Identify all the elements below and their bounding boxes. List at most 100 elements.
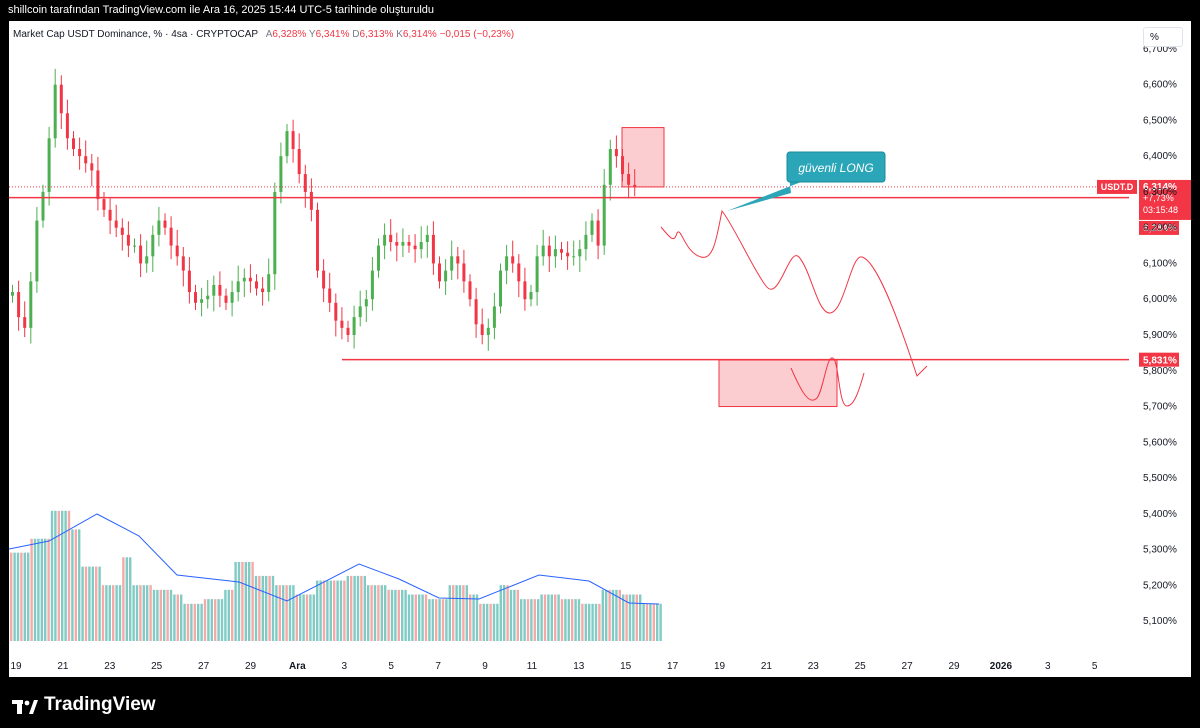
candle-body: [486, 327, 490, 335]
tradingview-logo-icon: [12, 698, 38, 714]
volume-bar: [105, 585, 108, 641]
candle-body: [200, 299, 204, 303]
support-tag-value: 5,831%: [1143, 356, 1177, 367]
volume-bar: [513, 589, 516, 641]
volume-bar: [577, 599, 581, 641]
volume-bar: [516, 589, 519, 641]
volume-bar: [472, 594, 475, 641]
time-tick-label: 17: [667, 661, 679, 672]
volume-bar: [431, 599, 434, 641]
volume-bar: [13, 552, 16, 641]
candle-body: [517, 263, 521, 282]
price-axis: 6,700% 6,600% 6,500% 6,400% 6,300% 6,200% 6,10…: [1143, 44, 1177, 627]
volume-bar: [540, 594, 543, 641]
volume-bar: [401, 589, 404, 641]
volume-bar: [441, 599, 445, 641]
candle-body: [340, 320, 344, 328]
tradingview-logo[interactable]: TradingView: [12, 694, 156, 716]
volume-bar: [10, 552, 13, 641]
volume-bar: [533, 599, 536, 641]
candle-body: [413, 245, 417, 250]
candle-body: [11, 292, 14, 296]
resistance-zone-box: [621, 127, 665, 188]
candle-body: [181, 256, 185, 271]
candle-body: [401, 242, 405, 246]
price-tick-label: 5,400%: [1143, 509, 1177, 520]
candle-body: [145, 256, 149, 264]
volume-bar: [574, 599, 577, 641]
candle-body: [627, 174, 631, 185]
volume-bar: [526, 599, 530, 641]
volume-bar: [176, 594, 179, 641]
volume-bar: [360, 575, 363, 641]
volume-bar: [380, 585, 383, 641]
candle-body: [224, 295, 228, 303]
candle-body: [72, 138, 75, 150]
price-tick-label: 5,100%: [1143, 616, 1177, 627]
volume-bar: [428, 599, 431, 641]
volume-bar: [33, 538, 37, 641]
volume-bar: [268, 575, 271, 641]
volume-bar: [537, 599, 540, 641]
volume-bar: [23, 552, 26, 641]
volume-bar: [523, 599, 526, 641]
candle-body: [169, 227, 173, 246]
volume-bar: [384, 585, 387, 641]
chart-panel[interactable]: güvenli LONG USDT.D 6,314% +7,73% 03:15:48 6,…: [9, 21, 1191, 677]
candle-body: [29, 281, 33, 328]
candle-body: [187, 270, 191, 293]
volume-bar: [560, 599, 564, 641]
candle-body: [236, 281, 240, 293]
candle-body: [383, 234, 387, 246]
volume-bar: [363, 575, 366, 641]
candle-body: [535, 256, 539, 293]
candle-body: [206, 295, 210, 300]
price-tag-bg: [1139, 179, 1191, 220]
percent-scale-button[interactable]: %: [1143, 27, 1183, 47]
ma-tag-bg: [1139, 220, 1179, 235]
volume-ma-line: [9, 513, 660, 605]
volume-bar: [455, 585, 458, 641]
legend-close: 6,314%: [402, 29, 437, 40]
volume-bar: [203, 599, 207, 641]
volume-bar: [462, 585, 465, 641]
volume-bar: [649, 603, 652, 641]
volume-bar: [275, 585, 278, 641]
volume-bar: [224, 589, 227, 641]
candle-body: [608, 149, 612, 185]
price-tick-label: 5,600%: [1143, 437, 1177, 448]
volume-bar: [98, 566, 101, 641]
time-tick-label: 23: [808, 661, 820, 672]
volume-bar: [163, 589, 166, 641]
price-tag-countdown: 03:15:48: [1143, 205, 1178, 215]
time-tick-label: 25: [855, 661, 867, 672]
volume-bar: [67, 510, 71, 641]
candle-body: [212, 284, 216, 296]
volume-bar: [411, 594, 414, 641]
volume-bar: [418, 594, 421, 641]
volume-bar: [142, 585, 145, 641]
volume-bar: [509, 589, 513, 641]
volume-bar: [278, 585, 281, 641]
support-tag-bg: [1139, 352, 1179, 367]
candle-body: [425, 234, 429, 243]
volume-bar: [520, 599, 523, 641]
volume-bar: [166, 589, 169, 641]
legend-change: −0,015 (−0,23%): [439, 29, 515, 40]
volume-bar: [186, 603, 190, 641]
volume-bar: [346, 575, 349, 641]
candle-body: [578, 249, 582, 257]
candle-body: [529, 292, 533, 300]
volume-bar: [312, 594, 315, 641]
volume-bar: [302, 594, 305, 641]
candle-body: [248, 277, 252, 282]
candle-body: [346, 327, 350, 335]
time-tick-label: 13: [573, 661, 585, 672]
candle-body: [230, 292, 234, 303]
volume-bar: [438, 599, 441, 641]
volume-bar: [652, 603, 655, 641]
callout-box: [786, 151, 886, 183]
time-tick-label: 19: [10, 661, 22, 672]
volume-bar: [557, 594, 560, 641]
